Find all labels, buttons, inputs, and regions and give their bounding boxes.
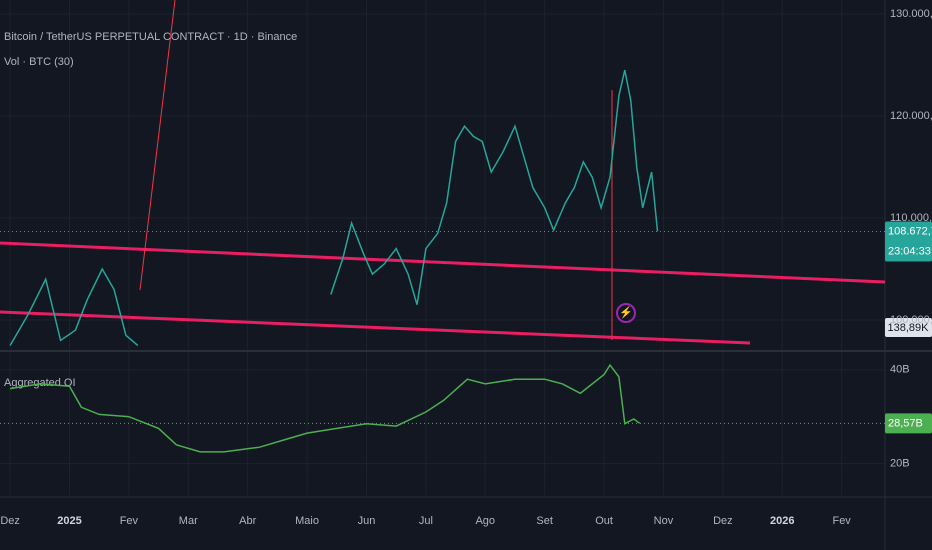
y-tick-label: 120.000,0: [890, 110, 932, 122]
x-tick-label: Dez: [0, 515, 20, 527]
x-tick-label: Fev: [120, 515, 139, 527]
x-tick-label: Ago: [475, 515, 495, 527]
x-tick-label: Dez: [713, 515, 733, 527]
last-value-label: 28,57B: [888, 417, 923, 429]
countdown-label: 23:04:33: [888, 245, 931, 257]
x-tick-label: Fev: [832, 515, 851, 527]
x-tick-label: Out: [595, 515, 613, 527]
event-icon-glyph: ⚡: [619, 306, 633, 319]
y-tick-label: 110.000,0: [890, 212, 932, 224]
volume-title: Vol · BTC (30): [4, 56, 74, 68]
y-tick-label: 20B: [890, 457, 910, 469]
volume-label: 138,89K: [888, 322, 930, 334]
y-tick-label: 130.000,0: [890, 8, 932, 20]
x-tick-label: 2026: [770, 515, 794, 527]
data-line: [9, 69, 659, 347]
last-value-box: [885, 221, 932, 262]
x-tick-label: Maio: [295, 515, 319, 527]
x-tick-label: Jun: [358, 515, 376, 527]
x-tick-label: Abr: [239, 515, 256, 527]
trend-line: [0, 241, 886, 284]
oi-title: Aggregated OI: [4, 377, 76, 389]
chart-title: Bitcoin / TetherUS PERPETUAL CONTRACT · …: [4, 31, 297, 43]
event-icon[interactable]: [616, 303, 636, 323]
volume-label-box: [885, 318, 932, 337]
x-tick-label: Mar: [179, 515, 198, 527]
last-value-box: [885, 413, 932, 434]
x-tick-label: Jul: [419, 515, 433, 527]
x-tick-label: Set: [536, 515, 553, 527]
last-value-label: 108.672,7: [888, 225, 932, 237]
data-line: [9, 363, 641, 453]
trend-line: [0, 310, 751, 345]
x-tick-label: Nov: [654, 515, 674, 527]
y-tick-label: 40B: [890, 364, 910, 376]
ray-line: [139, 0, 176, 291]
x-tick-label: 2025: [57, 515, 81, 527]
y-tick-label: 100.000,0: [890, 314, 932, 326]
